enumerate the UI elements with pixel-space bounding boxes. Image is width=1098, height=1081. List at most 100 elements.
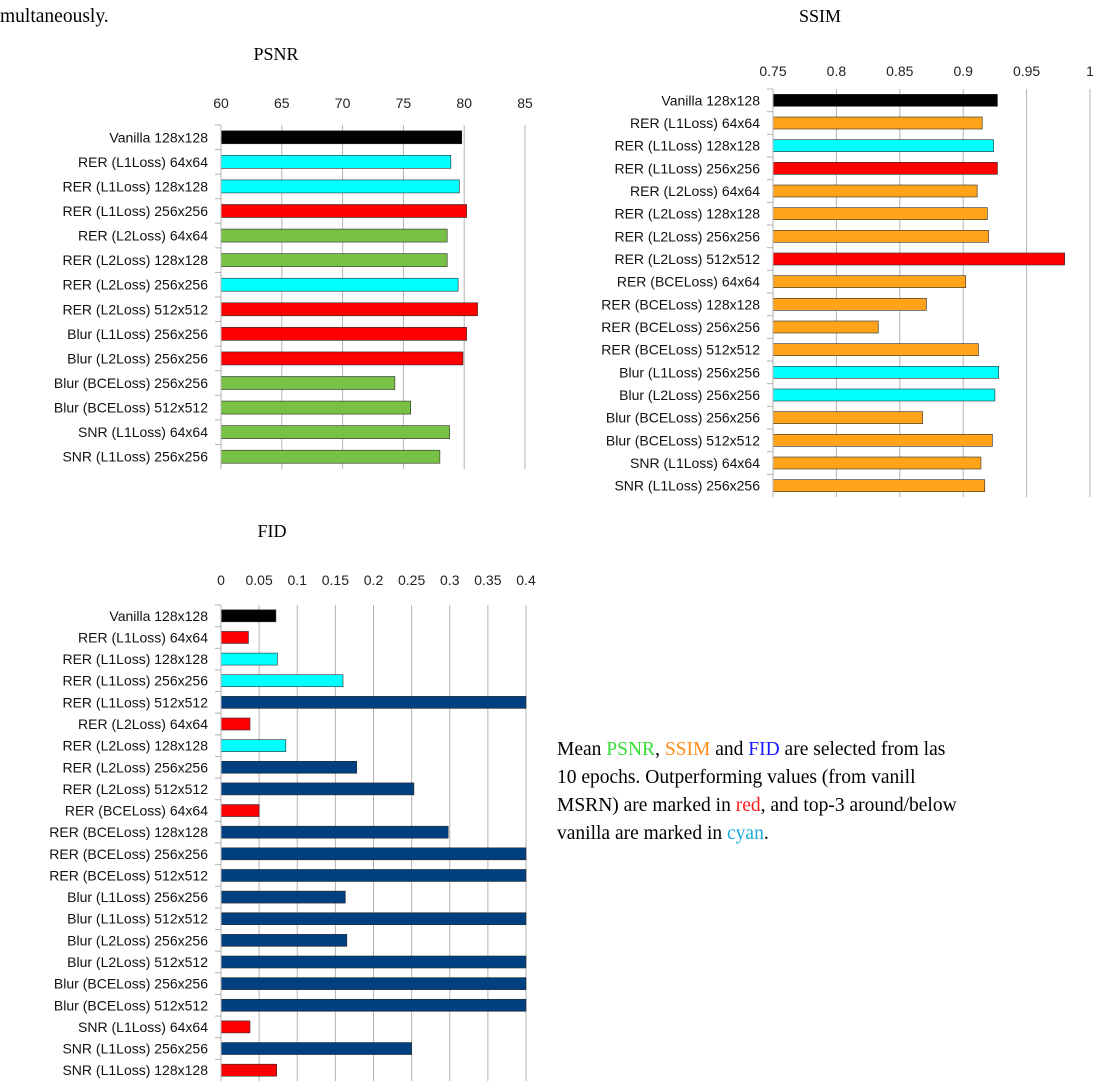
category-label: RER (L2Loss) 512x512: [62, 301, 208, 317]
category-label: RER (BCELoss) 128x128: [601, 296, 760, 312]
category-label: RER (L1Loss) 256x256: [62, 203, 208, 219]
category-label: Blur (L2Loss) 256x256: [67, 350, 208, 366]
bar-fid-0: [220, 609, 277, 623]
psnr-chart: PSNR 60 65 70 75 80 85 Vanilla 128x128 RER (L1Lo…: [54, 44, 533, 469]
category-label: Blur (BCELoss) 256x256: [606, 410, 760, 426]
bar-fid-19: [220, 1020, 251, 1034]
category-label: SNR (L1Loss) 256x256: [62, 1041, 208, 1057]
x-tick-label: 0.3: [440, 572, 460, 588]
category-label: Blur (L2Loss) 256x256: [67, 932, 208, 948]
x-tick-label: 75: [396, 95, 412, 111]
bar-ssim-2: [772, 139, 994, 152]
category-label: RER (L1Loss) 256x256: [62, 673, 208, 689]
bar-ssim-14: [772, 411, 923, 424]
bar-ssim-11: [772, 343, 979, 356]
category-label: RER (L2Loss) 256x256: [62, 277, 208, 293]
caption-segment: red: [735, 795, 761, 816]
category-label: RER (L1Loss) 128x128: [62, 651, 208, 667]
bar-ssim-10: [772, 320, 879, 334]
caption-segment: SSIM: [664, 739, 711, 760]
bar-ssim-0: [772, 94, 998, 107]
bar-fid-3: [220, 674, 344, 688]
category-label: RER (L2Loss) 64x64: [630, 183, 760, 199]
x-tick-label: 0.95: [1013, 63, 1040, 79]
chart-title: PSNR: [253, 44, 298, 64]
category-label: SNR (L1Loss) 64x64: [78, 424, 208, 440]
bar-psnr-6: [220, 277, 459, 292]
bar-ssim-6: [772, 230, 989, 243]
bar-ssim-15: [772, 434, 993, 447]
category-label: RER (L2Loss) 256x256: [62, 759, 208, 775]
category-label: Blur (L1Loss) 256x256: [67, 889, 208, 905]
caption-segment: .: [763, 823, 769, 844]
category-label: Vanilla 128x128: [109, 608, 208, 624]
bar-fid-1: [220, 631, 249, 644]
bar-psnr-9: [220, 351, 464, 366]
category-label: RER (L2Loss) 64x64: [78, 228, 208, 244]
category-label: Blur (BCELoss) 256x256: [54, 375, 208, 391]
caption-segment: MSRN) are marked in: [557, 795, 736, 816]
caption-line: vanilla are marked in cyan.: [557, 820, 1098, 848]
bar-ssim-5: [772, 207, 988, 220]
category-label: Blur (BCELoss) 512x512: [54, 997, 208, 1013]
category-label: Blur (L1Loss) 512x512: [67, 911, 208, 927]
bar-fid-11: [220, 847, 527, 861]
category-label: RER (BCELoss) 512x512: [601, 342, 760, 358]
category-label: Blur (L2Loss) 256x256: [619, 387, 760, 403]
caption-line: 10 epochs. Outperforming values (from va…: [557, 764, 1098, 792]
x-tick-label: 0.05: [246, 572, 273, 588]
fid-chart: FID 0 0.05 0.1 0.15 0.2 0.25 0.3 0.35 0.4 Vanilla …: [49, 521, 536, 1081]
category-label: Blur (L1Loss) 256x256: [67, 326, 208, 342]
category-label: Blur (L2Loss) 512x512: [67, 954, 208, 970]
chart-title: SSIM: [799, 6, 841, 26]
caption-segment: are selected from las: [779, 739, 946, 760]
caption-segment: ,: [655, 739, 665, 760]
category-label: Blur (L1Loss) 256x256: [619, 364, 760, 380]
category-label: RER (L1Loss) 128x128: [62, 178, 208, 194]
bar-ssim-9: [772, 298, 927, 311]
bar-fid-5: [220, 717, 251, 731]
x-tick-label: 85: [517, 95, 533, 111]
category-label: RER (L1Loss) 64x64: [630, 115, 760, 131]
bar-ssim-4: [772, 184, 978, 198]
category-label: SNR (L1Loss) 256x256: [614, 478, 760, 494]
x-tick-label: 65: [274, 95, 290, 111]
category-label: SNR (L1Loss) 256x256: [62, 449, 208, 465]
bar-fid-6: [220, 739, 287, 752]
caption-segment: vanilla are marked in: [557, 823, 728, 844]
caption-segment: , and top-3 around/below: [760, 795, 957, 816]
bar-ssim-8: [772, 275, 967, 288]
bar-psnr-3: [220, 204, 467, 218]
category-label: RER (L2Loss) 128x128: [62, 738, 208, 754]
top-text-fragment: multaneously.: [0, 6, 109, 27]
category-label: RER (BCELoss) 64x64: [617, 274, 760, 290]
x-tick-label: 80: [456, 95, 472, 111]
x-tick-label: 0.2: [364, 572, 384, 588]
category-label: RER (L1Loss) 128x128: [614, 138, 760, 154]
caption-segment: PSNR: [606, 739, 656, 760]
x-tick-label: 1: [1086, 63, 1094, 79]
caption-segment: Mean: [557, 739, 607, 760]
ssim-chart: SSIM 0.75 0.8 0.85 0.9 0.95 1 Vanilla 128x128 RE…: [601, 6, 1094, 497]
bar-fid-14: [220, 912, 527, 926]
bar-psnr-0: [220, 130, 463, 145]
category-label: Blur (BCELoss) 512x512: [606, 432, 760, 448]
x-tick-label: 0: [217, 572, 225, 588]
chart-title: FID: [257, 521, 286, 541]
bar-fid-21: [220, 1063, 277, 1077]
bar-fid-7: [220, 760, 358, 774]
bar-fid-8: [220, 782, 415, 796]
bar-fid-9: [220, 804, 260, 817]
category-label: SNR (L1Loss) 64x64: [630, 455, 760, 471]
category-label: RER (BCELoss) 512x512: [49, 867, 208, 883]
category-label: Blur (BCELoss) 512x512: [54, 400, 208, 416]
bar-fid-13: [220, 890, 346, 904]
category-label: Vanilla 128x128: [109, 129, 208, 145]
x-tick-label: 0.9: [953, 63, 973, 79]
x-tick-label: 0.35: [474, 572, 501, 588]
x-tick-label: 0.75: [759, 63, 786, 79]
bar-psnr-8: [220, 327, 467, 341]
bar-psnr-12: [220, 425, 450, 439]
category-label: RER (L2Loss) 64x64: [78, 716, 208, 732]
bar-psnr-4: [220, 228, 448, 243]
